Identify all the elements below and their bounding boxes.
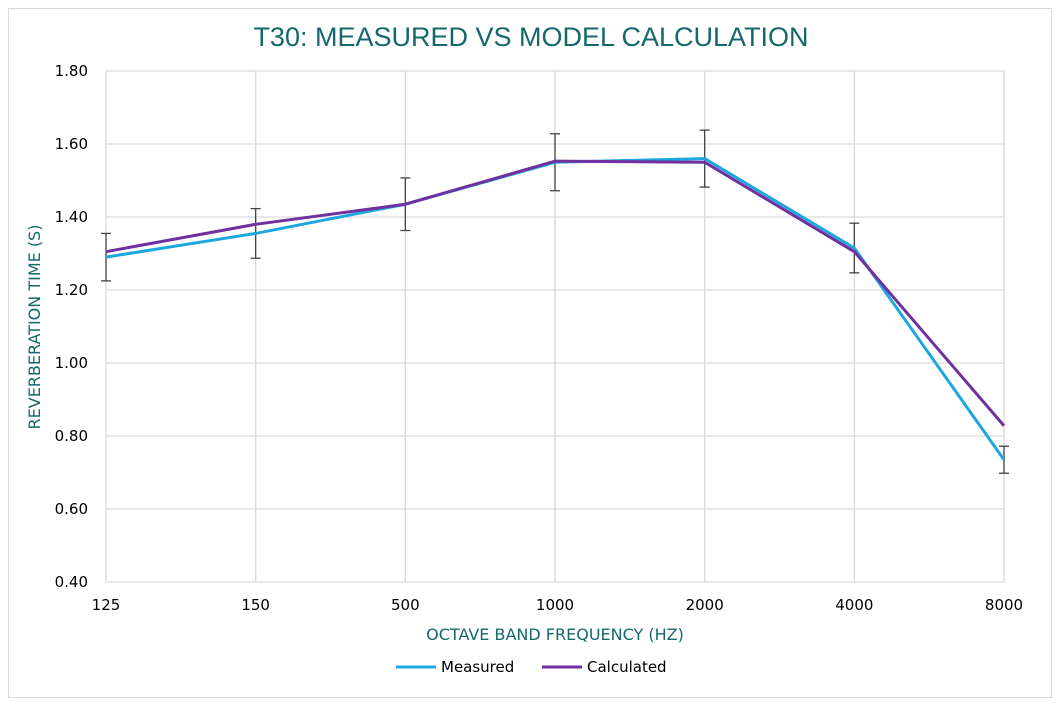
series-lines (105, 157, 1006, 461)
y-axis-title: REVERBERATION TIME (S) (25, 225, 44, 430)
y-tick-label: 0.80 (55, 427, 88, 445)
x-tick-label: 500 (391, 596, 420, 614)
y-tick-label: 0.40 (55, 573, 88, 591)
y-axis-ticks: 0.40 0.60 0.80 1.00 1.20 1.40 1.60 1.80 (55, 62, 88, 591)
x-tick-label: 4000 (835, 596, 873, 614)
y-tick-label: 0.60 (55, 500, 88, 518)
x-tick-label: 2000 (686, 596, 724, 614)
x-tick-label: 8000 (985, 596, 1023, 614)
legend-item-measured: Measured (396, 658, 514, 676)
series-line-calculated (105, 159, 1006, 427)
x-tick-label: 1000 (536, 596, 574, 614)
x-tick-label: 150 (241, 596, 270, 614)
legend-label: Measured (441, 658, 514, 676)
legend-label: Calculated (587, 658, 667, 676)
x-tick-label: 125 (92, 596, 121, 614)
y-tick-label: 1.20 (55, 281, 88, 299)
y-tick-label: 1.80 (55, 62, 88, 80)
y-tick-label: 1.00 (55, 354, 88, 372)
y-tick-label: 1.60 (55, 135, 88, 153)
x-axis-ticks: 125 150 500 1000 2000 4000 8000 (92, 596, 1023, 614)
y-tick-label: 1.40 (55, 208, 88, 226)
chart-title: T30: MEASURED VS MODEL CALCULATION (253, 22, 808, 52)
legend: Measured Calculated (396, 658, 667, 676)
chart-frame (8, 8, 1052, 698)
gridlines (105, 70, 1005, 583)
legend-item-calculated: Calculated (542, 658, 667, 676)
x-axis-title: OCTAVE BAND FREQUENCY (HZ) (426, 625, 684, 644)
